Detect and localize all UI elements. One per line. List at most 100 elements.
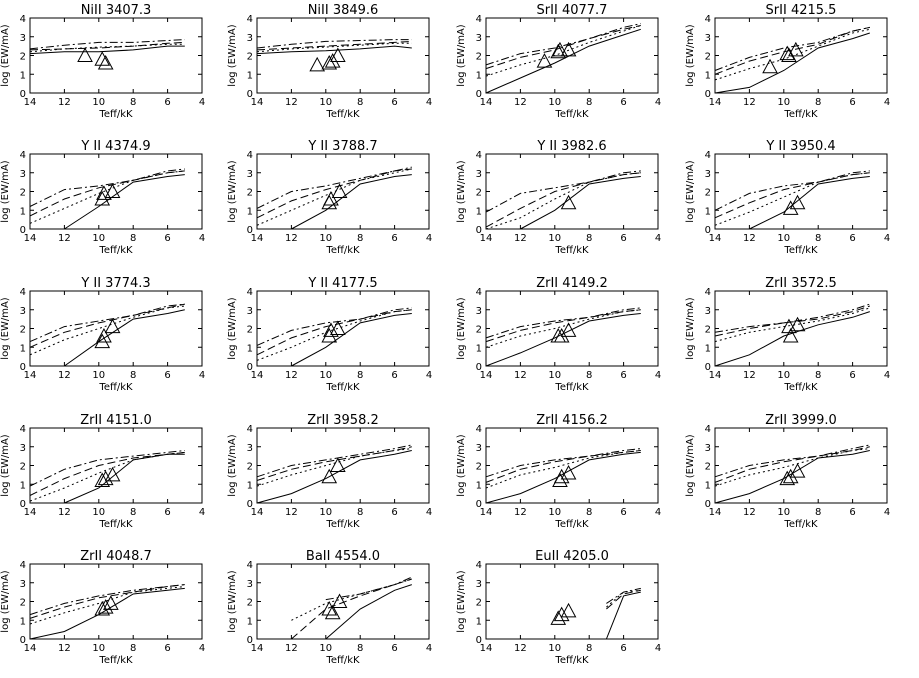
x-tick-label: 4 — [199, 370, 205, 381]
y-tick-label: 2 — [247, 325, 253, 336]
y-tick-label: 1 — [20, 343, 26, 354]
y-tick-label: 1 — [20, 480, 26, 491]
y-tick-label: 3 — [247, 306, 253, 317]
x-tick-label: 10 — [777, 97, 790, 108]
plot-frame — [485, 427, 659, 504]
observed-point-triangle — [782, 200, 799, 215]
y-axis-label: log (EW/mA) — [456, 24, 467, 86]
y-axis-label: log (EW/mA) — [227, 297, 238, 359]
series-line-dashdot — [29, 450, 185, 487]
x-tick-label: 6 — [849, 233, 855, 244]
y-tick-label: 3 — [247, 443, 253, 454]
observed-point-triangle — [309, 56, 326, 72]
x-tick-label: 8 — [586, 370, 592, 381]
x-axis-label: Teff/kK — [98, 519, 133, 530]
x-tick-label: 10 — [92, 643, 105, 654]
plot-frame — [714, 427, 888, 504]
series-line-dashdot — [29, 168, 185, 207]
series-line-dashed — [606, 589, 641, 610]
series-line-solid — [29, 587, 185, 640]
y-axis-label: log (EW/mA) — [0, 297, 11, 359]
y-tick-label: 3 — [705, 33, 711, 44]
y-tick-label: 1 — [247, 616, 253, 627]
observed-point-triangle — [553, 468, 570, 484]
y-tick-label: 3 — [476, 169, 482, 180]
x-tick-label: 8 — [586, 507, 592, 518]
series-line-solid — [485, 451, 641, 504]
observed-point-triangle — [781, 47, 797, 62]
panel-title: ZrII 3572.5 — [765, 276, 837, 291]
x-tick-label: 14 — [251, 643, 264, 654]
observed-point-triangle — [94, 190, 111, 206]
observed-point-triangle — [788, 41, 804, 57]
series-line-dashdot — [29, 303, 185, 343]
x-tick-label: 6 — [164, 370, 170, 381]
panel-title: ZrII 4156.2 — [536, 413, 608, 428]
series-line-solid — [714, 311, 870, 367]
y-tick-label: 3 — [476, 33, 482, 44]
x-tick-label: 12 — [514, 233, 527, 244]
x-tick-label: 10 — [92, 97, 105, 108]
series-line-dotted — [256, 168, 412, 226]
x-tick-label: 4 — [655, 370, 661, 381]
y-tick-label: 2 — [705, 462, 711, 473]
series-line-dashdot — [606, 587, 641, 604]
x-tick-label: 12 — [743, 370, 756, 381]
x-tick-label: 10 — [777, 370, 790, 381]
x-tick-label: 8 — [130, 233, 136, 244]
x-tick-label: 12 — [58, 233, 71, 244]
observed-point-triangle — [323, 322, 339, 337]
series-line-dashed — [29, 303, 185, 348]
series-line-dashed — [485, 309, 641, 343]
plot-frame — [714, 153, 888, 230]
x-axis-label: Teff/kK — [783, 382, 818, 393]
x-tick-label: 14 — [24, 97, 37, 108]
series-line-dashed — [714, 26, 870, 75]
x-tick-label: 12 — [285, 370, 298, 381]
y-tick-label: 0 — [247, 499, 253, 510]
panel-title: ZrII 4048.7 — [80, 549, 152, 564]
observed-point-triangle — [77, 47, 93, 62]
series-line-solid — [29, 45, 185, 55]
series-line-dashed — [29, 584, 185, 619]
y-tick-label: 2 — [705, 188, 711, 199]
x-tick-label: 14 — [480, 370, 493, 381]
series-line-solid — [64, 453, 185, 504]
y-tick-label: 4 — [20, 424, 26, 435]
y-tick-label: 4 — [247, 14, 253, 25]
y-tick-label: 2 — [20, 325, 26, 336]
panel-title: Y II 3774.3 — [80, 276, 150, 291]
x-tick-label: 10 — [319, 370, 332, 381]
plot-frame — [485, 563, 659, 640]
observed-point-triangle — [321, 327, 338, 343]
x-tick-label: 14 — [251, 97, 264, 108]
y-tick-label: 1 — [476, 616, 482, 627]
series-line-solid — [605, 591, 641, 640]
observed-point-triangle — [104, 466, 121, 482]
x-tick-label: 14 — [251, 233, 264, 244]
x-tick-label: 4 — [199, 643, 205, 654]
series-line-dashed — [485, 172, 641, 228]
y-axis-label: log (EW/mA) — [456, 570, 467, 632]
y-tick-label: 0 — [247, 635, 253, 646]
series-line-dashdot — [256, 307, 412, 346]
x-tick-label: 6 — [164, 97, 170, 108]
y-tick-label: 1 — [247, 480, 253, 491]
x-tick-label: 14 — [709, 370, 722, 381]
x-axis-label: Teff/kK — [325, 109, 360, 120]
y-axis-label: log (EW/mA) — [227, 570, 238, 632]
observed-point-triangle — [324, 53, 341, 68]
y-tick-label: 4 — [476, 150, 482, 161]
series-line-dotted — [29, 43, 185, 53]
observed-point-triangle — [782, 468, 799, 484]
series-line-dashdot — [485, 170, 641, 213]
panel-title: EuII 4205.0 — [535, 549, 609, 564]
y-tick-label: 3 — [20, 33, 26, 44]
panel-title: Y II 4374.9 — [80, 139, 150, 154]
y-tick-label: 0 — [705, 499, 711, 510]
